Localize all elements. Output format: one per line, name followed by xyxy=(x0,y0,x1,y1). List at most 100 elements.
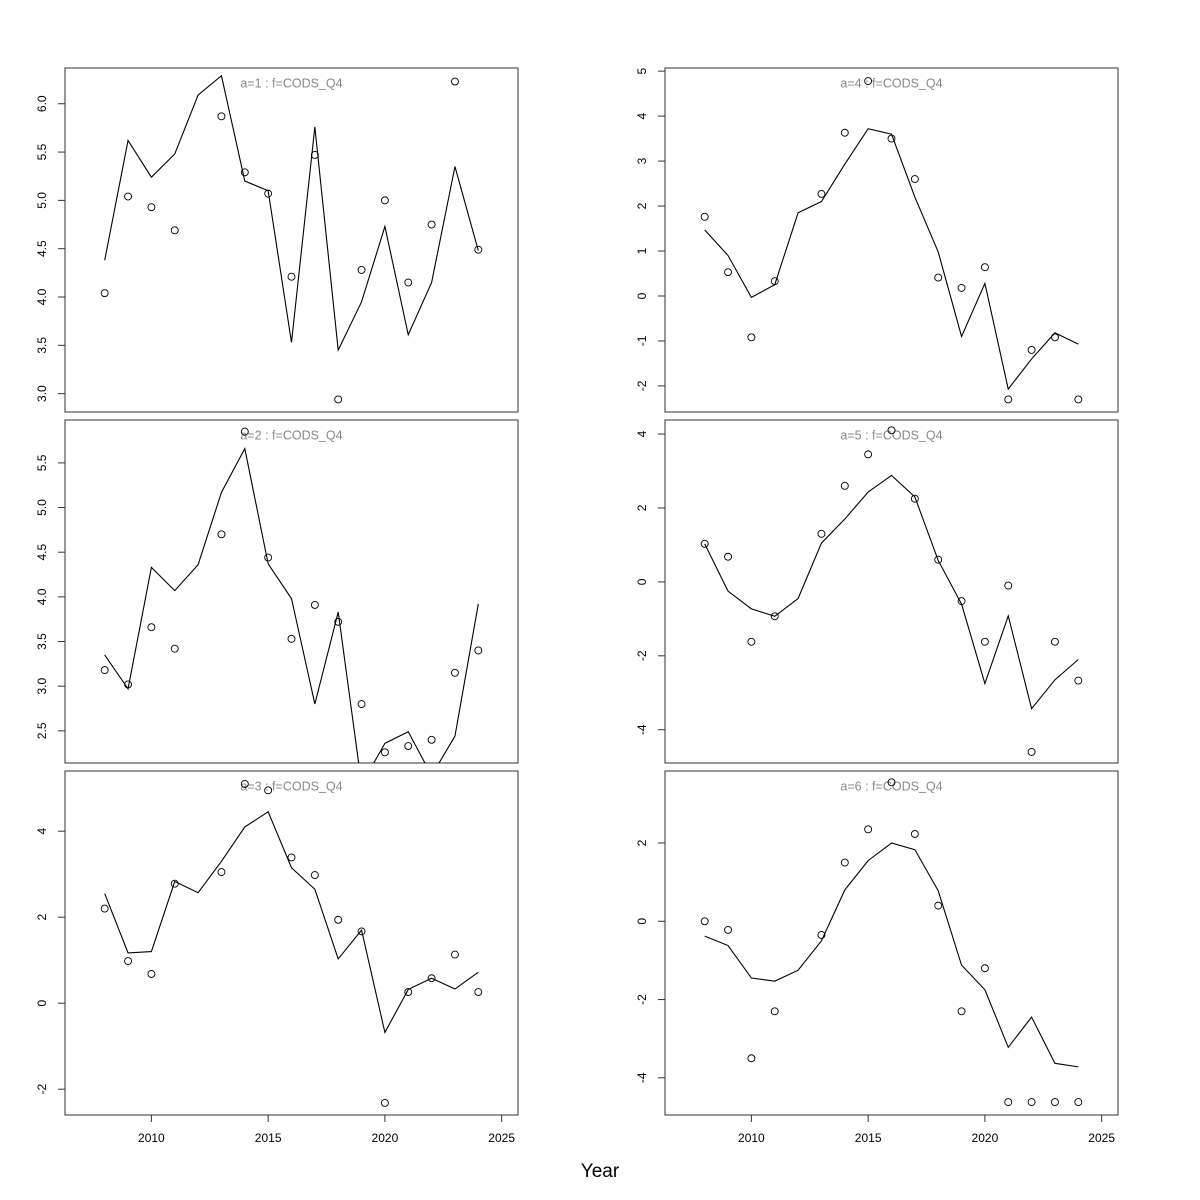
observed-point xyxy=(957,283,966,292)
panel-title: a=3 : f=CODS_Q4 xyxy=(240,779,342,793)
observed-point xyxy=(817,931,826,939)
y-tick-label: 1 xyxy=(635,247,649,254)
observed-point xyxy=(147,970,156,978)
observed-point xyxy=(287,634,296,643)
y-tick-label: 4.5 xyxy=(35,544,49,561)
panel: a=3 : f=CODS_Q4 -2 0 2 4 2010 2015 2020 2025 xyxy=(35,770,519,1145)
observed-point xyxy=(770,277,779,286)
observed-point xyxy=(100,904,109,913)
observed-point xyxy=(451,950,459,959)
observed-point xyxy=(1051,1098,1059,1107)
x-tick-label: 2010 xyxy=(138,1131,165,1145)
fitted-line xyxy=(704,842,1079,1068)
observed-point xyxy=(747,333,756,342)
plot-frame xyxy=(64,67,519,413)
observed-point xyxy=(404,278,413,287)
y-tick-label: 0 xyxy=(635,918,649,925)
y-tick-label: 6.0 xyxy=(35,95,49,112)
x-tick-label: 2010 xyxy=(738,1131,765,1145)
y-tick-label: 4.0 xyxy=(35,288,49,305)
x-tick-label: 2025 xyxy=(488,1131,515,1145)
observed-point xyxy=(1051,333,1059,342)
observed-point xyxy=(310,871,319,880)
observed-point xyxy=(287,272,296,281)
observed-point xyxy=(380,196,389,205)
observed-point xyxy=(817,529,826,538)
observed-point xyxy=(1074,676,1083,685)
observed-point xyxy=(700,539,709,548)
observed-point xyxy=(170,226,179,235)
observed-point xyxy=(124,680,132,689)
observed-point xyxy=(724,925,732,934)
y-tick-label: 0 xyxy=(635,292,649,299)
fitted-line xyxy=(104,74,479,353)
y-tick-label: 5.0 xyxy=(35,499,49,516)
observed-point xyxy=(1074,1098,1083,1107)
fitted-line xyxy=(704,474,1079,710)
observed-point xyxy=(1074,395,1083,404)
observed-point xyxy=(310,600,319,609)
panel-title: a=1 : f=CODS_Q4 xyxy=(240,76,342,90)
y-tick-label: -2 xyxy=(635,994,649,1005)
fitted-line xyxy=(104,446,479,763)
observed-point xyxy=(264,189,273,198)
observed-point xyxy=(380,1099,389,1107)
observed-point xyxy=(427,220,436,229)
y-tick-label: 5.5 xyxy=(35,454,49,471)
observed-point xyxy=(170,879,179,888)
observed-point xyxy=(747,637,756,646)
observed-point xyxy=(910,830,919,838)
y-tick-label: 4.0 xyxy=(35,588,49,605)
observed-point xyxy=(427,735,436,744)
observed-point xyxy=(887,134,896,143)
plot-frame xyxy=(64,419,519,764)
x-tick-label: 2015 xyxy=(855,1131,882,1145)
y-tick-label: -4 xyxy=(635,1072,649,1083)
observed-point xyxy=(124,192,132,201)
panel-title: a=2 : f=CODS_Q4 xyxy=(240,428,342,442)
panel: a=1 : f=CODS_Q4 3.0 3.5 4.0 4.5 5.0 5.5 6.0 xyxy=(35,67,519,413)
y-tick-label: 0 xyxy=(35,1000,49,1007)
y-tick-label: 5 xyxy=(635,67,649,74)
observed-point xyxy=(240,168,249,177)
observed-point xyxy=(934,555,943,564)
observed-point xyxy=(100,289,109,298)
observed-point xyxy=(700,917,709,926)
y-tick-label: -2 xyxy=(635,650,649,661)
observed-point xyxy=(147,623,156,632)
y-tick-label: 2 xyxy=(35,914,49,921)
observed-point xyxy=(357,700,366,708)
observed-point xyxy=(864,825,873,834)
y-tick-label: 0 xyxy=(635,578,649,585)
observed-point xyxy=(100,666,109,675)
panel: a=2 : f=CODS_Q4 2.5 3.0 3.5 4.0 4.5 5.0 5.5 xyxy=(35,419,519,764)
panel: a=4 : f=CODS_Q4 -2 -1 0 1 2 3 4 5 xyxy=(635,67,1119,413)
x-tick-label: 2025 xyxy=(1088,1131,1115,1145)
observed-point xyxy=(934,901,943,910)
y-tick-label: 4 xyxy=(635,112,649,119)
observed-point xyxy=(1004,395,1013,404)
x-tick-label: 2015 xyxy=(255,1131,282,1145)
y-tick-label: 3.5 xyxy=(35,337,49,354)
observed-point xyxy=(334,617,343,626)
observed-point xyxy=(380,748,389,757)
observed-point xyxy=(864,450,873,459)
observed-point xyxy=(770,1007,779,1016)
observed-point xyxy=(334,395,343,404)
observed-point xyxy=(147,203,156,212)
observed-point xyxy=(217,868,226,876)
observed-point xyxy=(747,1054,756,1063)
y-tick-label: 3.0 xyxy=(35,385,49,402)
observed-point xyxy=(217,112,226,121)
observed-point xyxy=(770,612,779,621)
observed-point xyxy=(724,268,732,277)
fitted-line xyxy=(704,128,1079,391)
observed-point xyxy=(217,530,226,539)
observed-point xyxy=(1004,1098,1013,1107)
observed-point xyxy=(864,77,873,85)
observed-point xyxy=(980,637,989,646)
y-tick-label: -4 xyxy=(635,724,649,735)
